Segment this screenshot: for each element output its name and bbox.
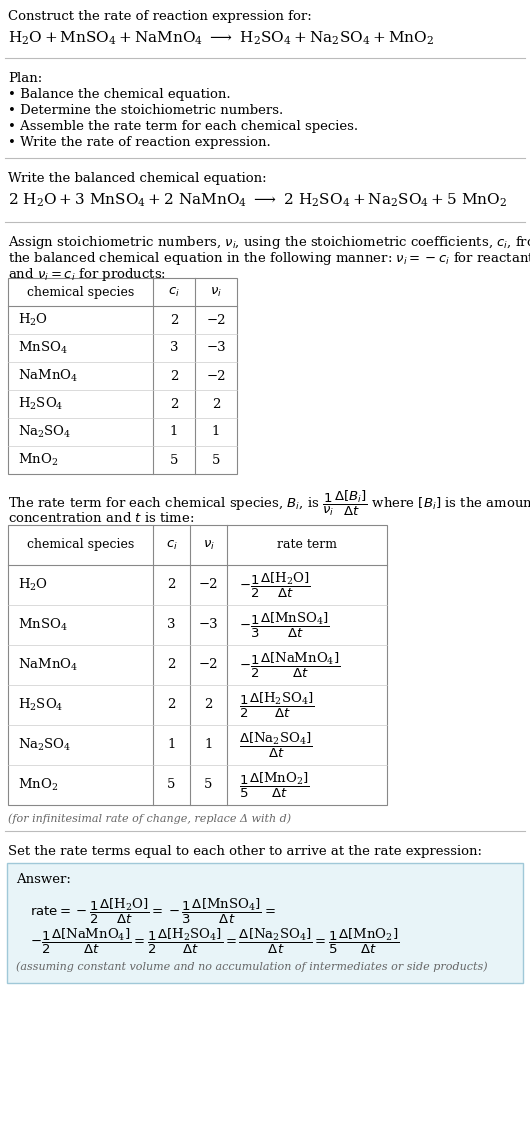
Text: 2: 2 <box>170 370 178 383</box>
Text: 3: 3 <box>167 619 176 632</box>
FancyBboxPatch shape <box>7 863 523 983</box>
Text: $\mathregular{MnSO_4}$: $\mathregular{MnSO_4}$ <box>18 340 68 356</box>
Text: and $\nu_i = c_i$ for products:: and $\nu_i = c_i$ for products: <box>8 266 166 283</box>
Text: the balanced chemical equation in the following manner: $\nu_i = -c_i$ for react: the balanced chemical equation in the fo… <box>8 250 530 267</box>
Text: $\mathregular{NaMnO_4}$: $\mathregular{NaMnO_4}$ <box>18 368 78 384</box>
Bar <box>8 525 387 805</box>
Text: $c_i$: $c_i$ <box>165 538 178 552</box>
Text: Assign stoichiometric numbers, $\nu_i$, using the stoichiometric coefficients, $: Assign stoichiometric numbers, $\nu_i$, … <box>8 234 530 251</box>
Bar <box>8 278 237 474</box>
Text: $\dfrac{1}{2}\dfrac{\Delta[\mathregular{H_2SO_4}]}{\Delta t}$: $\dfrac{1}{2}\dfrac{\Delta[\mathregular{… <box>239 691 315 719</box>
Text: $-\dfrac{1}{2}\dfrac{\Delta[\mathregular{H_2O}]}{\Delta t}$: $-\dfrac{1}{2}\dfrac{\Delta[\mathregular… <box>239 570 311 600</box>
Text: −2: −2 <box>206 370 226 383</box>
Text: 5: 5 <box>167 779 175 791</box>
Text: Plan:: Plan: <box>8 72 42 85</box>
Text: $-\dfrac{1}{3}\dfrac{\Delta[\mathregular{MnSO_4}]}{\Delta t}$: $-\dfrac{1}{3}\dfrac{\Delta[\mathregular… <box>239 610 330 640</box>
Text: 1: 1 <box>212 426 220 439</box>
Text: $\mathregular{NaMnO_4}$: $\mathregular{NaMnO_4}$ <box>18 657 78 673</box>
Text: 2: 2 <box>212 397 220 410</box>
Text: $\mathregular{H_2SO_4}$: $\mathregular{H_2SO_4}$ <box>18 697 64 713</box>
Text: 2: 2 <box>167 659 175 671</box>
Text: $\dfrac{\Delta[\mathregular{Na_2SO_4}]}{\Delta t}$: $\dfrac{\Delta[\mathregular{Na_2SO_4}]}{… <box>239 731 313 759</box>
Text: 1: 1 <box>170 426 178 439</box>
Text: 2: 2 <box>204 699 213 711</box>
Text: 1: 1 <box>167 739 175 751</box>
Text: $\nu_i$: $\nu_i$ <box>210 286 222 298</box>
Text: −2: −2 <box>199 579 218 592</box>
Text: • Balance the chemical equation.: • Balance the chemical equation. <box>8 88 231 100</box>
Text: Set the rate terms equal to each other to arrive at the rate expression:: Set the rate terms equal to each other t… <box>8 845 482 858</box>
Text: 1: 1 <box>204 739 213 751</box>
Text: $\mathregular{H_2SO_4}$: $\mathregular{H_2SO_4}$ <box>18 396 64 412</box>
Text: $\mathrm{rate} = -\dfrac{1}{2}\dfrac{\Delta[\mathregular{H_2O}]}{\Delta t} = -\d: $\mathrm{rate} = -\dfrac{1}{2}\dfrac{\De… <box>30 896 276 926</box>
Text: chemical species: chemical species <box>27 539 134 552</box>
Text: • Assemble the rate term for each chemical species.: • Assemble the rate term for each chemic… <box>8 120 358 132</box>
Text: chemical species: chemical species <box>27 286 134 298</box>
Text: $-\dfrac{1}{2}\dfrac{\Delta[\mathregular{NaMnO_4}]}{\Delta t}$: $-\dfrac{1}{2}\dfrac{\Delta[\mathregular… <box>239 651 340 679</box>
Text: 2: 2 <box>170 397 178 410</box>
Text: Answer:: Answer: <box>16 872 71 886</box>
Text: 5: 5 <box>204 779 213 791</box>
Text: • Determine the stoichiometric numbers.: • Determine the stoichiometric numbers. <box>8 104 283 116</box>
Text: $\mathregular{H_2O + MnSO_4 + NaMnO_4}$$\mathregular{\ \longrightarrow\ H_2SO_4 : $\mathregular{H_2O + MnSO_4 + NaMnO_4}$$… <box>8 30 434 48</box>
Text: $\mathregular{Na_2SO_4}$: $\mathregular{Na_2SO_4}$ <box>18 737 72 753</box>
Text: $\mathregular{MnO_2}$: $\mathregular{MnO_2}$ <box>18 777 58 793</box>
Text: $\nu_i$: $\nu_i$ <box>202 538 215 552</box>
Text: $\dfrac{1}{5}\dfrac{\Delta[\mathregular{MnO_2}]}{\Delta t}$: $\dfrac{1}{5}\dfrac{\Delta[\mathregular{… <box>239 771 310 799</box>
Text: $\mathregular{MnO_2}$: $\mathregular{MnO_2}$ <box>18 452 58 468</box>
Text: 3: 3 <box>170 341 178 354</box>
Text: The rate term for each chemical species, $B_i$, is $\dfrac{1}{\nu_i}\dfrac{\Delt: The rate term for each chemical species,… <box>8 489 530 518</box>
Text: concentration and $t$ is time:: concentration and $t$ is time: <box>8 510 195 525</box>
Text: $\mathregular{2\ H_2O + 3\ MnSO_4 + 2\ NaMnO_4\ \longrightarrow\ 2\ H_2SO_4 + Na: $\mathregular{2\ H_2O + 3\ MnSO_4 + 2\ N… <box>8 192 507 209</box>
Text: −3: −3 <box>199 619 218 632</box>
Text: −2: −2 <box>199 659 218 671</box>
Text: $-\dfrac{1}{2}\dfrac{\Delta[\mathregular{NaMnO_4}]}{\Delta t} = \dfrac{1}{2}\dfr: $-\dfrac{1}{2}\dfrac{\Delta[\mathregular… <box>30 927 399 956</box>
Text: 5: 5 <box>212 453 220 466</box>
Text: 5: 5 <box>170 453 178 466</box>
Text: rate term: rate term <box>277 539 337 552</box>
Text: $\mathregular{H_2O}$: $\mathregular{H_2O}$ <box>18 312 48 328</box>
Text: $\mathregular{MnSO_4}$: $\mathregular{MnSO_4}$ <box>18 617 68 633</box>
Text: • Write the rate of reaction expression.: • Write the rate of reaction expression. <box>8 136 271 148</box>
Text: 2: 2 <box>167 579 175 592</box>
Text: 2: 2 <box>170 314 178 327</box>
Text: 2: 2 <box>167 699 175 711</box>
Text: (assuming constant volume and no accumulation of intermediates or side products): (assuming constant volume and no accumul… <box>16 962 488 972</box>
Text: −3: −3 <box>206 341 226 354</box>
Text: Construct the rate of reaction expression for:: Construct the rate of reaction expressio… <box>8 10 312 23</box>
Text: −2: −2 <box>206 314 226 327</box>
Text: Write the balanced chemical equation:: Write the balanced chemical equation: <box>8 172 267 185</box>
Text: $\mathregular{H_2O}$: $\mathregular{H_2O}$ <box>18 577 48 593</box>
Text: $c_i$: $c_i$ <box>168 286 180 298</box>
Text: $\mathregular{Na_2SO_4}$: $\mathregular{Na_2SO_4}$ <box>18 424 72 440</box>
Text: (for infinitesimal rate of change, replace Δ with d): (for infinitesimal rate of change, repla… <box>8 813 291 823</box>
